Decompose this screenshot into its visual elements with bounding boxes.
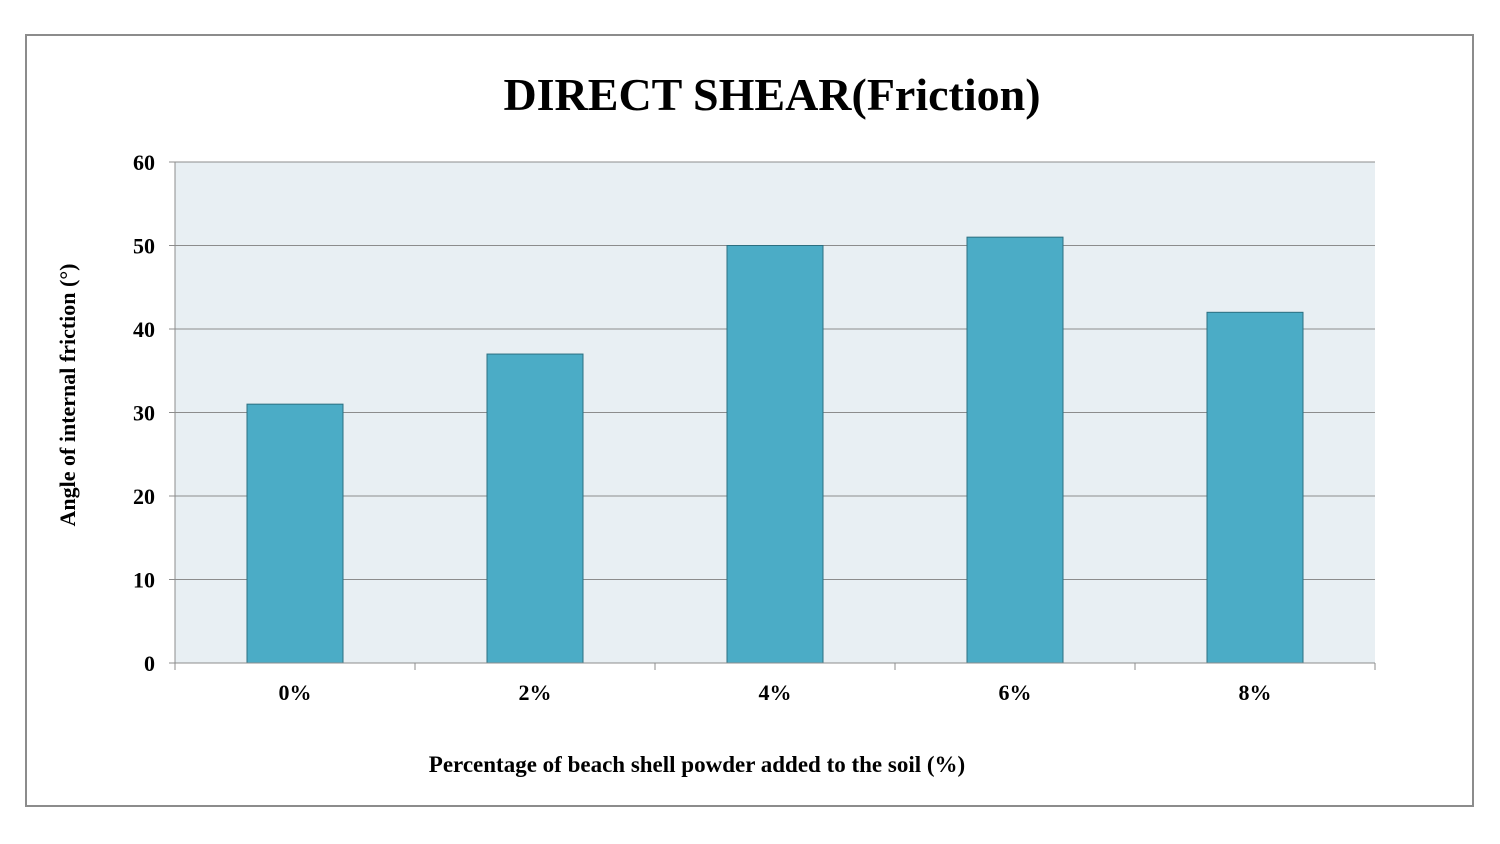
y-tick-label: 40 — [133, 317, 155, 342]
y-tick-label: 30 — [133, 401, 155, 426]
bar-8pct — [1206, 311, 1304, 664]
y-axis-label: Angle of internal friction (°) — [55, 264, 80, 527]
x-tick-label: 8% — [1239, 680, 1272, 705]
chart-title: DIRECT SHEAR(Friction) — [503, 69, 1040, 120]
x-tick-label: 0% — [279, 680, 312, 705]
y-axis-ticks: 0 10 20 30 40 50 60 — [133, 150, 175, 676]
y-tick-label: 50 — [133, 234, 155, 259]
x-axis-label: Percentage of beach shell powder added t… — [429, 752, 965, 777]
y-tick-label: 60 — [133, 150, 155, 175]
y-tick-label: 20 — [133, 484, 155, 509]
x-tick-label: 4% — [759, 680, 792, 705]
y-tick-label: 0 — [144, 651, 155, 676]
bar-0pct — [246, 403, 344, 664]
bar-6pct — [966, 236, 1064, 664]
bar-2pct — [486, 353, 584, 664]
x-tick-label: 2% — [519, 680, 552, 705]
y-tick-label: 10 — [133, 568, 155, 593]
x-tick-label: 6% — [999, 680, 1032, 705]
x-axis-ticks: 0% 2% 4% 6% 8% — [174, 663, 1376, 705]
bar-4pct — [726, 245, 824, 664]
bars — [246, 236, 1304, 664]
